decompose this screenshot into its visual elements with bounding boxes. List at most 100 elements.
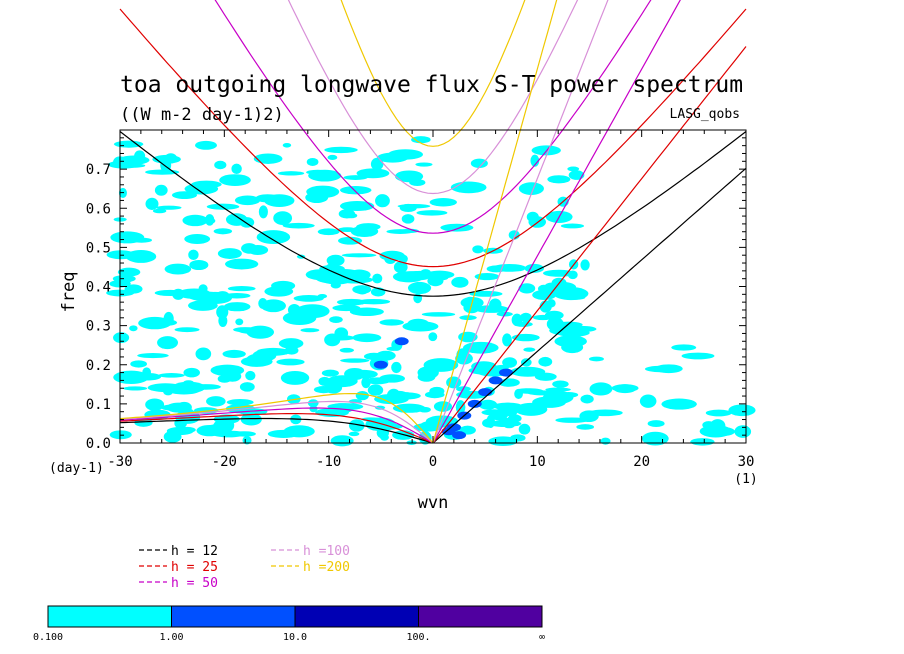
contour-blob bbox=[206, 396, 226, 407]
x-axis-label: wvn bbox=[418, 493, 449, 513]
contour-blob bbox=[225, 213, 248, 226]
contour-blob bbox=[287, 304, 301, 317]
contour-blob bbox=[216, 305, 229, 319]
contour-blob bbox=[560, 223, 585, 229]
contour-blob bbox=[399, 203, 417, 213]
contour-blob bbox=[416, 210, 448, 216]
contour-blob bbox=[264, 194, 295, 208]
contour-blob bbox=[734, 425, 752, 438]
colorbar-label: 100. bbox=[406, 632, 430, 643]
contour-blob bbox=[223, 302, 251, 312]
contour-blob bbox=[661, 398, 697, 410]
contour-blob bbox=[518, 283, 536, 294]
kelvin-wave-line bbox=[432, 0, 681, 444]
contour-blob bbox=[489, 298, 502, 312]
contour-blob bbox=[222, 349, 246, 358]
contour-blob bbox=[520, 358, 532, 367]
contour-blob bbox=[348, 419, 365, 432]
contour-blob bbox=[349, 307, 384, 317]
contour-blob bbox=[647, 420, 665, 428]
colorbar-segment bbox=[47, 605, 172, 628]
contour-blob-high bbox=[467, 399, 482, 408]
contour-blob bbox=[401, 214, 415, 224]
contour-blob bbox=[415, 162, 433, 167]
contour-blob bbox=[440, 223, 474, 232]
contour-blob bbox=[184, 234, 211, 244]
colorbar-label: 0.100 bbox=[33, 632, 63, 643]
contour-blob bbox=[375, 350, 396, 361]
contour-blob bbox=[309, 405, 318, 413]
contour-blob bbox=[327, 154, 338, 160]
contour-blob bbox=[545, 387, 571, 392]
contour-blob bbox=[282, 142, 292, 148]
contour-blob-high bbox=[441, 427, 456, 436]
x-tick-label: -30 bbox=[107, 454, 132, 470]
contour-blob bbox=[158, 373, 185, 378]
contour-blob bbox=[538, 356, 553, 367]
contour-blob bbox=[326, 263, 339, 272]
contour-blob bbox=[352, 285, 372, 294]
x-tick-label: -10 bbox=[316, 454, 341, 470]
contour-blob bbox=[455, 352, 473, 365]
contour-blob bbox=[330, 435, 354, 447]
contour-blob bbox=[306, 169, 330, 175]
contour-blob bbox=[324, 333, 341, 347]
contour-blob bbox=[321, 369, 339, 377]
contour-blob bbox=[156, 205, 182, 210]
contour-blob bbox=[326, 375, 358, 388]
contour-blob-high bbox=[499, 368, 514, 377]
contour-blob bbox=[510, 366, 546, 377]
contour-blob bbox=[428, 332, 438, 342]
contour-blob bbox=[329, 316, 343, 323]
contour-blob bbox=[137, 353, 169, 359]
contour-blob bbox=[420, 269, 431, 276]
contour-blob bbox=[314, 271, 351, 284]
contour-blob bbox=[510, 434, 526, 442]
contour-blob bbox=[324, 146, 358, 154]
contour-blob bbox=[195, 347, 212, 361]
contour-blob bbox=[123, 386, 148, 391]
contour-blob bbox=[217, 374, 232, 383]
y-tick-label: 0.7 bbox=[86, 162, 111, 178]
contour-blob bbox=[163, 387, 174, 396]
colorbar-segment bbox=[294, 605, 419, 628]
contour-blob bbox=[271, 280, 296, 291]
contour-blob bbox=[214, 160, 227, 170]
contour-blob bbox=[398, 254, 408, 263]
rossby-wave-line bbox=[119, 417, 434, 444]
contour-blob bbox=[317, 228, 340, 236]
contour-blob bbox=[341, 253, 377, 258]
contour-blob bbox=[559, 392, 579, 398]
x-tick-label: 20 bbox=[633, 454, 650, 470]
x-tick-label: 30 bbox=[738, 454, 755, 470]
contour-blob bbox=[217, 248, 242, 259]
contour-blob bbox=[417, 366, 439, 379]
chart-title: toa outgoing longwave flux S-T power spe… bbox=[120, 72, 743, 98]
contour-blob bbox=[171, 191, 198, 200]
contour-blob bbox=[332, 304, 361, 312]
contour-blob bbox=[306, 185, 340, 199]
contour-blob bbox=[565, 294, 586, 300]
contour-blob bbox=[554, 335, 587, 348]
kelvin-wave-line bbox=[432, 0, 609, 444]
contour-blob bbox=[145, 197, 159, 210]
contour-blob bbox=[350, 225, 379, 237]
contour-blob bbox=[589, 382, 613, 396]
contour-blob bbox=[451, 276, 469, 288]
contour-blob bbox=[356, 168, 390, 179]
contour-blob bbox=[567, 166, 580, 172]
contour-blob bbox=[547, 175, 571, 184]
y-tick-label: 0.2 bbox=[86, 358, 111, 374]
contour-blob bbox=[172, 288, 185, 300]
contour-blob bbox=[197, 291, 233, 304]
contour-blob bbox=[549, 325, 579, 336]
contour-blob bbox=[125, 250, 157, 263]
contour-blob bbox=[520, 312, 532, 323]
contour-blob bbox=[407, 281, 432, 295]
contour-blob bbox=[252, 349, 277, 362]
power-contours bbox=[106, 136, 756, 447]
chart-subtitle: ((W m-2 day-1)2) bbox=[120, 105, 284, 125]
contour-blob bbox=[711, 427, 735, 437]
contour-blob bbox=[511, 313, 523, 327]
contour-blob bbox=[429, 386, 445, 396]
